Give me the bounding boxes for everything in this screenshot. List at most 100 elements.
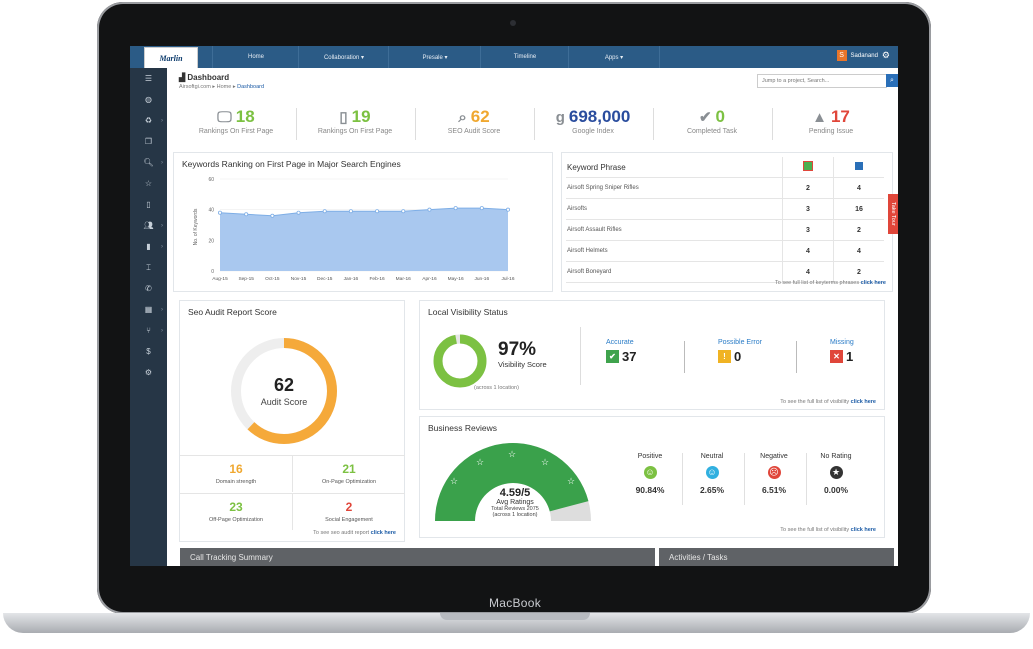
stat-value: 62 (470, 107, 490, 126)
audit-metric: 23 Off-Page Optimization (180, 493, 292, 530)
breadcrumb-item[interactable]: Airsoftgi.com (179, 84, 211, 90)
keyword-footer-link[interactable]: click here (860, 280, 886, 286)
settings-icon[interactable]: ⚙ (144, 368, 153, 377)
visibility-status[interactable]: Missing ✕ 1 (830, 339, 898, 364)
visibility-status-label: Possible Error (718, 339, 762, 346)
review-breakdown-item: Positive ☺ 90.84% (620, 453, 680, 495)
chart-icon: ▟ (179, 73, 188, 82)
warning-icon: ! (718, 350, 731, 363)
search-input[interactable] (757, 74, 887, 88)
visibility-status-label: Accurate (606, 339, 634, 346)
laptop-base (3, 613, 1030, 633)
nav-timeline[interactable]: Timeline (480, 46, 569, 68)
visibility-status-value: 37 (622, 349, 637, 364)
visibility-status[interactable]: Possible Error! 0 (718, 339, 798, 364)
table-row[interactable]: Airsoft Spring Sniper Rifles 2 4 (566, 177, 884, 199)
audit-metric-value: 16 (229, 462, 243, 476)
table-row[interactable]: Airsoft Boneyard 4 2 (566, 261, 884, 283)
nav-home[interactable]: Home (212, 46, 299, 68)
bing-rank: 4 (833, 240, 884, 262)
x-tick-label: Oct-15 (265, 276, 280, 282)
x-tick-label: Feb-16 (369, 276, 385, 282)
audit-title: Seo Audit Report Score (188, 307, 277, 317)
reviews-summary: 4.59/5 Avg Ratings Total Reviews 2075 (a… (460, 487, 570, 518)
table-row[interactable]: Airsoft Helmets 4 4 (566, 240, 884, 262)
fork-icon[interactable]: ⑂ › (146, 326, 163, 335)
stat-value: 0 (715, 107, 726, 126)
copy-icon[interactable]: ❐ (144, 137, 153, 146)
review-breakdown-label: Positive (637, 453, 663, 460)
text-icon[interactable]: ⌶ (146, 262, 151, 272)
activities-panel[interactable]: Activities / Tasks (659, 548, 894, 566)
file-icon[interactable]: ▯ (146, 200, 151, 209)
nav-presale[interactable]: Presale ▾ (388, 46, 481, 68)
x-tick-label: Nov-15 (291, 276, 307, 282)
reviews-sub: (across 1 location) (492, 512, 538, 518)
gear-icon[interactable]: ⚙ (881, 50, 890, 60)
keyword-footer: To see full list of keyterms phrases cli… (775, 280, 886, 286)
visibility-status-label: Missing (830, 339, 854, 346)
monitor-icon: 🖵︎ (217, 108, 232, 126)
audit-metric: 16 Domain strength (180, 455, 292, 492)
reviews-title: Business Reviews (428, 423, 497, 433)
breadcrumb-item[interactable]: Home (216, 84, 232, 90)
star-icon[interactable]: ☆ (144, 179, 153, 188)
user-menu[interactable]: S Sadanand ⚙ (836, 50, 890, 61)
gauge-star-icon: ☆ (508, 449, 516, 459)
search-icon[interactable]: 🔍︎ › (143, 158, 163, 167)
ranking-point (296, 210, 301, 215)
grid-icon[interactable]: ▦ › (144, 305, 163, 314)
users-icon[interactable]: 👥︎ › (143, 221, 163, 230)
x-tick-label: Sep-15 (238, 276, 254, 282)
stat-card: ✔ 0 Completed Task (657, 107, 767, 139)
stat-card: ▯ 19 Rankings On First Page (300, 107, 410, 139)
stat-value: 17 (830, 107, 850, 126)
bing-rank: 2 (833, 219, 884, 241)
visibility-footer-link[interactable]: click here (850, 399, 876, 405)
table-row[interactable]: Airsoft Assault Rifles 3 2 (566, 219, 884, 241)
x-tick-label: Jan-16 (344, 276, 359, 282)
page-title: ▟ Dashboard (179, 73, 230, 82)
take-tour-tab[interactable]: Take Tour (888, 194, 898, 234)
dollar-icon[interactable]: $ (146, 347, 151, 356)
reviews-rating: 4.59/5 (499, 487, 531, 499)
audit-footer-link[interactable]: click here (370, 530, 396, 536)
bing-icon (833, 157, 884, 178)
audit-metric-label: Domain strength (215, 479, 257, 485)
x-tick-label: Dec-15 (317, 276, 333, 282)
audit-metric-value: 23 (229, 500, 243, 514)
dashboard-icon[interactable]: ◍ (145, 95, 152, 104)
reviews-footer-link[interactable]: click here (850, 527, 876, 533)
device-brand: MacBook (488, 596, 542, 610)
user-avatar: S (836, 50, 847, 61)
nav-collaboration[interactable]: Collaboration ▾ (298, 46, 389, 68)
bar-chart-icon[interactable]: ▮ › (146, 242, 163, 251)
keyword-phrase: Airsoft Helmets (566, 240, 783, 262)
call-tracking-panel[interactable]: Call Tracking Summary (180, 548, 655, 566)
keyword-phrase: Airsoft Spring Sniper Rifles (566, 177, 783, 199)
review-breakdown-value: 0.00% (823, 485, 849, 495)
phone-icon[interactable]: ✆ (145, 284, 152, 293)
stat-card: ▲ 17 Pending Issue (776, 107, 886, 139)
audit-metric-label: Off-Page Optimization (208, 517, 263, 523)
review-breakdown-label: Negative (760, 453, 788, 460)
y-tick-label: 60 (208, 177, 214, 183)
y-tick-label: 20 (208, 238, 214, 244)
breadcrumb-item[interactable]: Dashboard (237, 84, 265, 90)
ranking-point (322, 209, 327, 214)
visibility-status[interactable]: Accurate ✔ 37 (606, 339, 686, 364)
app-logo[interactable]: Marlin (144, 47, 198, 69)
table-row[interactable]: Airsofts 3 16 (566, 198, 884, 220)
review-breakdown-label: No Rating (820, 453, 852, 460)
stat-card: ⌕ 62 SEO Audit Score (419, 107, 529, 139)
nav-apps[interactable]: Apps ▾ (568, 46, 660, 68)
audit-donut: 62 Audit Score (231, 338, 337, 444)
sad-face-icon: ☹ (767, 466, 781, 479)
recycle-icon[interactable]: ♻ › (144, 116, 163, 125)
hamburger-icon[interactable]: ☰ (144, 74, 153, 83)
search-button[interactable]: ⌕ (886, 74, 898, 87)
visibility-label: Visibility Score (498, 360, 547, 369)
google-rank: 3 (782, 198, 834, 220)
reviews-card: Business Reviews ☆ ☆ ☆ ☆ ☆ 4.59/5 Avg Ra… (419, 416, 885, 538)
